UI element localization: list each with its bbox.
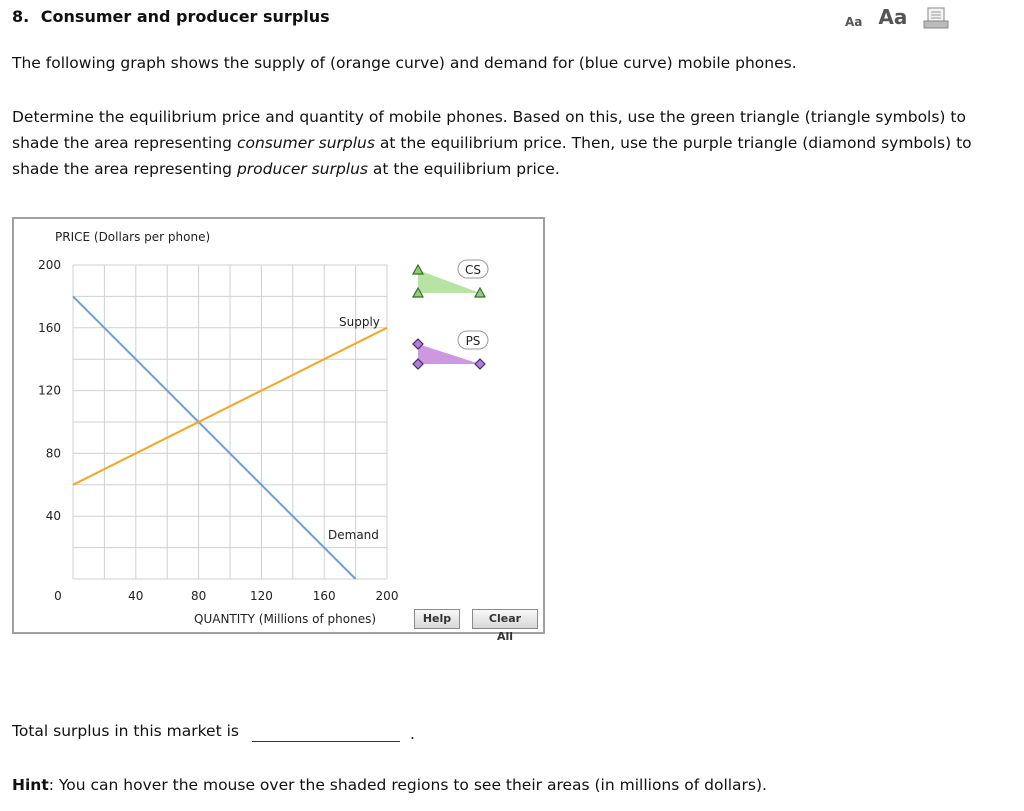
instructions-text-2: at the equilibrium price. Then, use the …	[12, 134, 972, 178]
font-small-button[interactable]: Aa	[845, 15, 863, 29]
hint-text: : You can hover the mouse over the shade…	[48, 776, 767, 794]
ps-vertex-marker	[474, 358, 486, 370]
ps-tool-label: PS	[466, 334, 481, 348]
instructions-paragraph: Determine the equilibrium price and quan…	[12, 104, 972, 182]
cs-vertex-marker	[411, 263, 425, 275]
total-surplus-prompt: Total surplus in this market is	[12, 722, 239, 740]
y-tick-label: 80	[46, 446, 61, 460]
help-button[interactable]: Help	[414, 609, 460, 629]
ps-vertex-marker	[412, 358, 424, 370]
demand-label: Demand	[328, 528, 379, 542]
x-tick-label: 120	[250, 589, 273, 603]
y-tick-label: 200	[38, 258, 61, 272]
cs-vertex-marker	[411, 286, 425, 298]
ps-vertex-marker	[412, 338, 424, 350]
hint-label: Hint	[12, 776, 49, 794]
total-surplus-answer-field[interactable]	[252, 741, 400, 742]
y-axis-label: PRICE (Dollars per phone)	[55, 230, 210, 244]
question-title: Consumer and producer surplus	[40, 7, 330, 26]
cs-tool-label: CS	[465, 263, 481, 277]
supply-demand-chart[interactable]: 0 40 80 120 160 200 40 80 120 160 200 PRICE (Dollar…	[14, 219, 543, 632]
demand-curve	[72, 295, 357, 580]
x-tick-label: 0	[54, 589, 62, 603]
intro-paragraph: The following graph shows the supply of …	[12, 54, 797, 72]
hint: Hint: You can hover the mouse over the s…	[12, 776, 767, 794]
clear-all-button[interactable]: Clear All	[472, 609, 538, 643]
ps-tool-badge	[457, 330, 489, 350]
x-tick-label: 200	[376, 589, 399, 603]
supply-label: Supply	[339, 315, 380, 329]
print-icon[interactable]	[923, 7, 949, 29]
supply-curve	[72, 326, 388, 486]
graph-panel: 0 40 80 120 160 200 40 80 120 160 200 PRICE (Dollar…	[12, 217, 545, 643]
instructions-text-3: at the equilibrium price.	[367, 160, 560, 178]
question-header: 8. Consumer and producer surplus	[12, 7, 330, 26]
x-tick-label: 40	[128, 589, 143, 603]
ps-triangle-shape	[418, 344, 480, 364]
font-size-tools: Aa Aa	[845, 5, 949, 29]
cs-tool-badge	[457, 259, 489, 279]
font-large-button[interactable]: Aa	[878, 5, 908, 29]
period: .	[410, 725, 415, 743]
consumer-surplus-term: consumer surplus	[236, 134, 375, 152]
y-tick-label: 160	[38, 321, 61, 335]
cs-triangle-shape	[418, 270, 480, 293]
y-tick-label: 120	[38, 384, 61, 398]
y-tick-label: 40	[46, 509, 61, 523]
instructions-text-1: Determine the equilibrium price and quan…	[12, 108, 966, 152]
x-axis-label: QUANTITY (Millions of phones)	[194, 612, 376, 626]
x-tick-label: 160	[313, 589, 336, 603]
x-tick-label: 80	[191, 589, 206, 603]
question-number: 8.	[12, 7, 30, 26]
cs-vertex-marker	[473, 286, 487, 298]
producer-surplus-term: producer surplus	[236, 160, 368, 178]
